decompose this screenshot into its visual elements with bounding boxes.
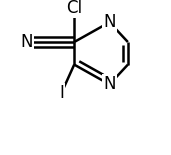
Text: N: N xyxy=(20,33,32,51)
Text: N: N xyxy=(103,13,116,31)
Text: Cl: Cl xyxy=(66,0,82,17)
Text: N: N xyxy=(103,75,116,93)
Text: I: I xyxy=(59,84,64,102)
